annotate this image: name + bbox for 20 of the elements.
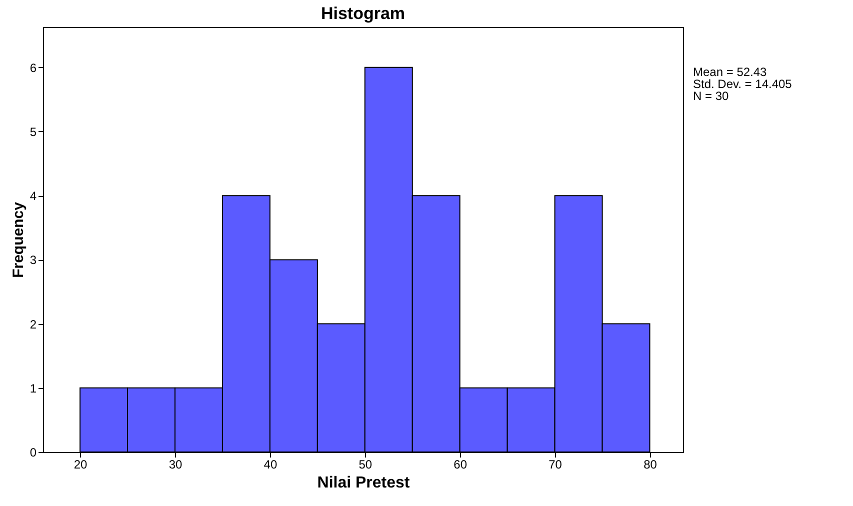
y-tick-label: 5 — [30, 124, 37, 139]
text: Std. Dev. = 14.405 — [693, 77, 792, 91]
chart-title: Histogram — [320, 4, 406, 23]
y-tick-label: 2 — [30, 317, 37, 332]
y-axis-title: Frequency — [10, 201, 27, 278]
y-tick-label: 0 — [30, 446, 37, 460]
text: Mean = 52.43 — [693, 65, 768, 79]
x-tick-label: 60 — [454, 458, 468, 472]
text: N = 30 — [693, 89, 730, 103]
x-tick-label: 40 — [264, 458, 278, 472]
x-tick-label: 50 — [358, 458, 372, 472]
x-axis-title: Nilai Pretest — [317, 474, 410, 492]
y-tick-label: 1 — [30, 381, 37, 396]
x-tick-label: 70 — [548, 458, 562, 472]
y-tick-label: 3 — [30, 253, 37, 268]
y-tick-label: 6 — [30, 60, 37, 75]
x-tick-label: 80 — [644, 458, 658, 472]
y-tick-label: 4 — [30, 189, 37, 204]
x-tick-label: 20 — [74, 458, 88, 472]
x-tick-label: 30 — [168, 458, 182, 472]
